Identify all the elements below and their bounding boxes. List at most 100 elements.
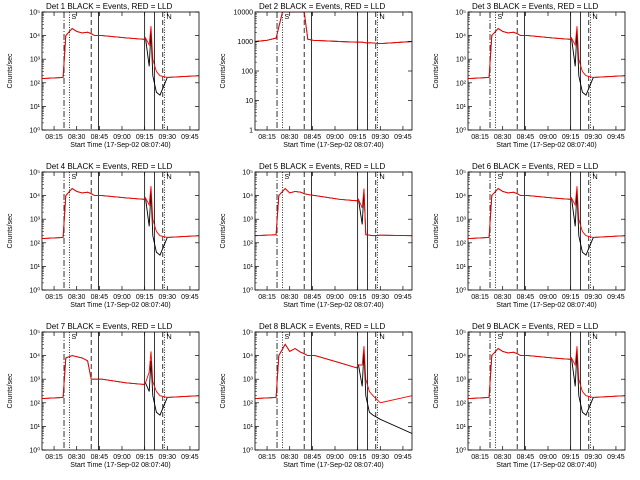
y-tick-label: 10³: [243, 377, 254, 384]
x-tick-label: 09:30: [585, 294, 603, 301]
x-axis-label: Start Time (17-Sep-02 08:07:40): [283, 142, 383, 149]
series-line-lld: [255, 12, 412, 45]
chart-title: Det 2 BLACK = Events, RED = LLD: [259, 2, 386, 11]
y-axis-label: Counts/sec: [220, 53, 227, 89]
y-tick-label: 100: [241, 69, 253, 76]
axes-frame: [41, 11, 200, 131]
marker-label: S: [71, 174, 76, 181]
marker-label: S: [497, 14, 502, 21]
y-tick-label: 10⁴: [455, 353, 466, 360]
y-tick-label: 10⁵: [455, 170, 466, 177]
chart-title: Det 4 BLACK = Events, RED = LLD: [46, 162, 173, 171]
x-axis-label: Start Time (17-Sep-02 08:07:40): [283, 462, 383, 469]
x-tick-label: 09:30: [372, 294, 390, 301]
plot-area: [468, 332, 625, 450]
plot-area: [42, 332, 199, 450]
y-axis-label: Counts/sec: [7, 53, 14, 89]
axes-frame: [254, 331, 413, 451]
y-tick-label: 10⁴: [29, 353, 40, 360]
chart-title: Det 3 BLACK = Events, RED = LLD: [472, 2, 599, 11]
marker-label: S: [497, 334, 502, 341]
x-tick-label: 09:00: [113, 454, 131, 461]
plot-area: [42, 172, 199, 290]
x-tick-label: 09:15: [562, 294, 580, 301]
x-tick-label: 08:45: [517, 134, 535, 141]
y-tick-label: 10⁴: [242, 353, 253, 360]
x-tick-label: 09:45: [607, 294, 625, 301]
marker-label: N: [167, 174, 172, 181]
y-tick-label: 10³: [30, 57, 41, 64]
y-tick-label: 10⁴: [29, 193, 40, 200]
marker-label: S: [284, 334, 289, 341]
axes-frame: [467, 171, 626, 291]
x-tick-label: 08:45: [517, 294, 535, 301]
x-tick-label: 08:30: [281, 134, 299, 141]
x-tick-label: 08:15: [258, 454, 276, 461]
chart-title: Det 8 BLACK = Events, RED = LLD: [259, 322, 386, 331]
x-tick-label: 09:30: [159, 454, 177, 461]
x-tick-label: 09:45: [394, 454, 412, 461]
y-tick-label: 10²: [30, 80, 41, 87]
y-tick-label: 10²: [456, 400, 467, 407]
marker-label: N: [593, 334, 598, 341]
x-tick-label: 09:15: [136, 454, 154, 461]
x-tick-label: 09:45: [607, 454, 625, 461]
x-tick-label: 08:15: [45, 454, 63, 461]
plot-area: [255, 332, 412, 450]
y-tick-label: 10¹: [456, 424, 467, 431]
x-axis-label: Start Time (17-Sep-02 08:07:40): [496, 142, 596, 149]
plot-area: [255, 172, 412, 290]
x-axis-label: Start Time (17-Sep-02 08:07:40): [70, 142, 170, 149]
x-tick-label: 09:00: [326, 294, 344, 301]
marker-label: N: [380, 14, 385, 21]
y-tick-label: 10⁰: [455, 447, 466, 455]
x-tick-label: 09:15: [349, 294, 367, 301]
y-tick-label: 10⁰: [29, 287, 40, 295]
x-tick-label: 08:30: [494, 454, 512, 461]
x-tick-label: 09:45: [181, 134, 199, 141]
y-tick-label: 10²: [30, 240, 41, 247]
y-tick-label: 10⁵: [455, 330, 466, 337]
y-tick-label: 10³: [456, 217, 467, 224]
chart-title: Det 9 BLACK = Events, RED = LLD: [472, 322, 599, 331]
y-tick-label: 10³: [456, 57, 467, 64]
y-tick-label: 10⁰: [29, 127, 40, 135]
x-tick-label: 08:45: [304, 294, 322, 301]
x-tick-label: 09:45: [394, 294, 412, 301]
x-tick-label: 08:15: [45, 294, 63, 301]
x-tick-label: 09:30: [585, 454, 603, 461]
y-tick-label: 10⁰: [455, 127, 466, 135]
x-tick-label: 08:30: [68, 134, 86, 141]
x-tick-label: 09:45: [394, 134, 412, 141]
x-tick-label: 08:45: [91, 134, 109, 141]
x-tick-label: 09:15: [349, 134, 367, 141]
series-line-lld: [468, 186, 625, 240]
y-tick-label: 10¹: [30, 264, 41, 271]
chart-title: Det 6 BLACK = Events, RED = LLD: [472, 162, 599, 171]
x-tick-label: 08:30: [68, 454, 86, 461]
y-tick-label: 10²: [243, 400, 254, 407]
y-tick-label: 10⁰: [455, 287, 466, 295]
y-tick-label: 10¹: [30, 104, 41, 111]
marker-label: S: [284, 14, 289, 21]
x-tick-label: 09:00: [113, 294, 131, 301]
x-tick-label: 08:30: [494, 134, 512, 141]
x-tick-label: 09:15: [562, 134, 580, 141]
series-line-lld: [42, 351, 199, 400]
plot-area: [468, 172, 625, 290]
x-axis-label: Start Time (17-Sep-02 08:07:40): [283, 302, 383, 309]
series-line-lld: [255, 187, 412, 237]
x-tick-label: 08:30: [68, 294, 86, 301]
x-tick-label: 08:30: [494, 294, 512, 301]
x-tick-label: 08:45: [91, 454, 109, 461]
y-axis-label: Counts/sec: [220, 373, 227, 409]
plot-area: [255, 12, 412, 130]
y-tick-label: 10¹: [456, 264, 467, 271]
chart-title: Det 1 BLACK = Events, RED = LLD: [46, 2, 173, 11]
x-tick-label: 08:45: [304, 134, 322, 141]
plot-area: [468, 12, 625, 130]
y-tick-label: 10⁰: [242, 447, 253, 455]
x-tick-label: 09:30: [159, 294, 177, 301]
x-axis-label: Start Time (17-Sep-02 08:07:40): [496, 302, 596, 309]
panel-det-3: Det 3 BLACK = Events, RED = LLD S N 10⁰ 10¹ 1…: [433, 2, 626, 149]
